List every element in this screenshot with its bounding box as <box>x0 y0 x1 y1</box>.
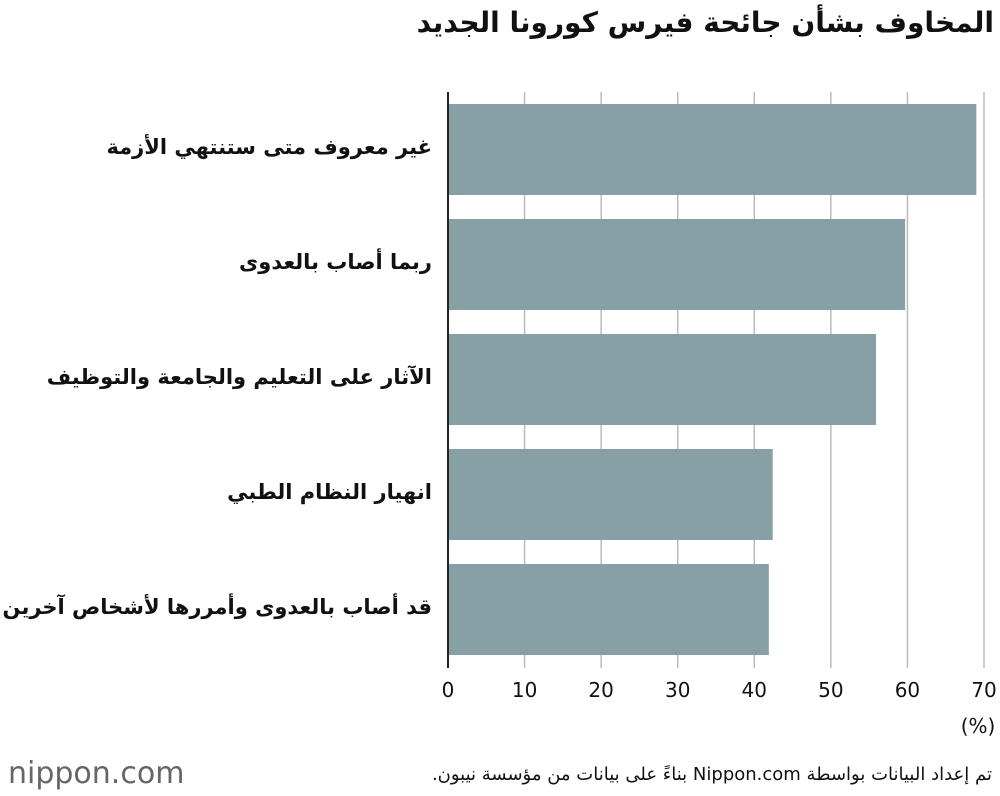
logo: nippon.com <box>8 756 185 791</box>
x-tick-label: 40 <box>742 678 767 702</box>
y-tick-label: ربما أصاب بالعدوى <box>239 249 432 274</box>
y-tick-label: انهيار النظام الطبي <box>227 479 432 504</box>
x-tick-label: 70 <box>971 678 996 702</box>
bar <box>448 334 877 425</box>
x-tick-label: 10 <box>512 678 537 702</box>
x-tick-label: 20 <box>588 678 613 702</box>
source-note: تم إعداد البيانات بواسطة Nippon.com بناء… <box>431 764 992 785</box>
chart-title: المخاوف بشأن جائحة فيرس كورونا الجديد <box>416 6 994 39</box>
bar <box>448 104 977 195</box>
y-tick-label: قد أصاب بالعدوى وأمررها لأشخاص آخرين <box>2 594 432 619</box>
x-axis-unit: (%) <box>961 714 996 738</box>
x-tick-label: 0 <box>442 678 455 702</box>
bar <box>448 219 906 310</box>
y-tick-label: غير معروف متى ستنتهي الأزمة <box>106 134 432 159</box>
x-tick-label: 30 <box>665 678 690 702</box>
y-tick-label: الآثار على التعليم والجامعة والتوظيف <box>46 364 432 389</box>
bar <box>448 564 769 655</box>
x-tick-label: 50 <box>818 678 843 702</box>
x-tick-label: 60 <box>895 678 920 702</box>
bar <box>448 449 773 540</box>
